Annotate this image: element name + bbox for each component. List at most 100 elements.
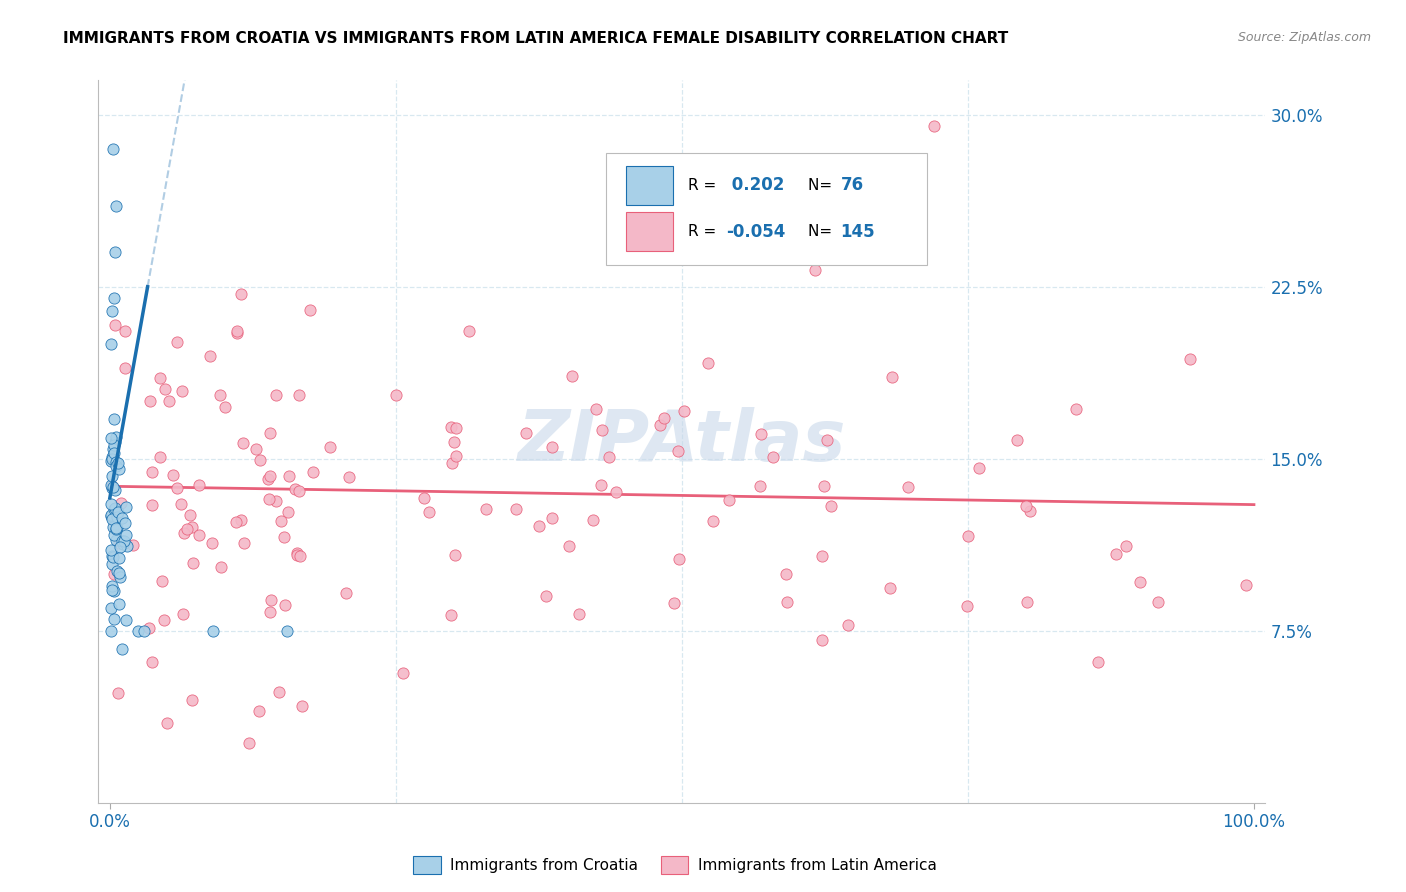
Point — [103, 412, 125, 426]
Point — [1115, 539, 1137, 553]
Point — [115, 500, 138, 514]
Point — [810, 633, 832, 648]
Text: 145: 145 — [841, 223, 876, 241]
Point — [105, 199, 128, 213]
Point — [413, 491, 436, 505]
Point — [1005, 433, 1028, 447]
Point — [110, 496, 132, 510]
Point — [201, 624, 224, 638]
Point — [288, 483, 311, 498]
Point — [259, 593, 281, 607]
Point — [111, 510, 134, 524]
Point — [257, 491, 280, 506]
Point — [337, 470, 360, 484]
Point — [104, 434, 127, 449]
Point — [897, 480, 920, 494]
Point — [591, 478, 613, 492]
Point — [103, 566, 125, 581]
Point — [444, 421, 467, 435]
Point — [115, 613, 138, 627]
Point — [748, 479, 770, 493]
Point — [149, 450, 172, 464]
Point — [751, 427, 773, 442]
Point — [173, 526, 195, 541]
Point — [108, 570, 131, 584]
Point — [270, 514, 292, 528]
Point — [100, 542, 122, 557]
Point — [108, 462, 131, 476]
Point — [813, 479, 835, 493]
Text: -0.054: -0.054 — [727, 223, 786, 241]
Point — [100, 431, 122, 445]
Point — [232, 535, 254, 549]
Point — [187, 478, 209, 492]
Point — [156, 715, 179, 730]
Text: N=: N= — [808, 224, 837, 239]
Text: R =: R = — [688, 224, 721, 239]
Point — [440, 420, 463, 434]
Point — [540, 510, 562, 524]
Point — [718, 493, 741, 508]
Point — [105, 564, 128, 578]
Point — [155, 382, 177, 396]
Point — [166, 481, 188, 495]
Point — [672, 403, 695, 417]
Point — [166, 335, 188, 350]
Point — [100, 496, 122, 510]
Point — [505, 502, 527, 516]
Point — [285, 548, 308, 562]
Point — [277, 505, 299, 519]
Point — [1234, 578, 1257, 592]
Point — [105, 521, 128, 535]
Point — [107, 686, 129, 700]
Point — [100, 481, 122, 495]
Point — [101, 557, 124, 571]
Point — [652, 410, 675, 425]
Point — [302, 465, 325, 479]
Point — [100, 509, 122, 524]
Point — [157, 394, 180, 409]
Point — [267, 684, 290, 698]
Point — [181, 692, 204, 706]
Point — [259, 605, 281, 619]
Point — [141, 465, 163, 479]
Point — [181, 519, 204, 533]
Point — [266, 494, 288, 508]
Point — [111, 642, 134, 657]
Point — [273, 530, 295, 544]
Legend: Immigrants from Croatia, Immigrants from Latin America: Immigrants from Croatia, Immigrants from… — [408, 850, 942, 880]
Point — [1178, 351, 1201, 366]
Point — [103, 612, 125, 626]
Point — [880, 370, 903, 384]
Point — [458, 324, 481, 338]
Point — [418, 505, 440, 519]
Point — [108, 597, 131, 611]
Point — [225, 325, 247, 339]
Point — [605, 484, 627, 499]
Point — [803, 263, 825, 277]
Point — [103, 446, 125, 460]
Point — [440, 608, 463, 623]
Point — [284, 482, 307, 496]
Point — [762, 450, 785, 465]
Point — [385, 388, 408, 402]
Point — [176, 522, 198, 536]
Point — [392, 665, 415, 680]
Point — [702, 514, 724, 528]
Text: IMMIGRANTS FROM CROATIA VS IMMIGRANTS FROM LATIN AMERICA FEMALE DISABILITY CORRE: IMMIGRANTS FROM CROATIA VS IMMIGRANTS FR… — [63, 31, 1008, 46]
Point — [179, 508, 201, 522]
Point — [820, 499, 842, 513]
Bar — [626, 211, 672, 252]
Point — [103, 520, 125, 534]
Point — [226, 326, 249, 340]
Point — [112, 537, 135, 551]
Point — [208, 387, 231, 401]
Point — [967, 460, 990, 475]
Point — [837, 617, 859, 632]
Point — [103, 291, 125, 305]
Point — [285, 546, 308, 560]
Point — [100, 549, 122, 563]
Point — [104, 533, 127, 548]
Point — [103, 528, 125, 542]
Point — [101, 512, 124, 526]
